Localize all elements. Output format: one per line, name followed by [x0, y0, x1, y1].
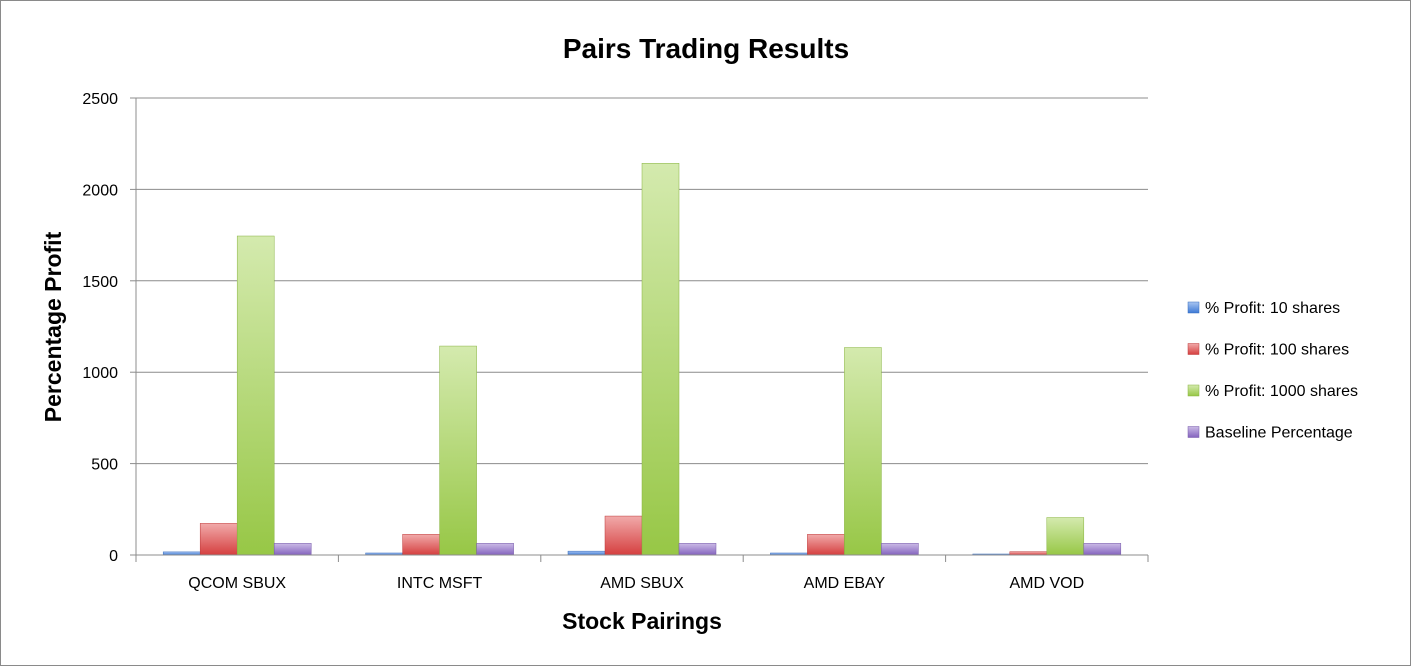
- y-tick-label: 1500: [82, 274, 118, 291]
- bar-3-3: [881, 543, 919, 556]
- bar-0-2: [567, 550, 606, 556]
- legend-label-3: Baseline Percentage: [1205, 425, 1353, 442]
- bar-3-1: [476, 543, 514, 556]
- x-axis-title: Stock Pairings: [562, 608, 722, 634]
- legend-label-1: % Profit: 100 shares: [1205, 342, 1349, 359]
- y-tick-label: 0: [109, 548, 118, 565]
- bar-3-2: [678, 543, 717, 556]
- legend: % Profit: 10 shares % Profit: 100 shares%…: [1187, 300, 1358, 442]
- x-tick-label: AMD VOD: [1009, 575, 1084, 592]
- bar-3-0: [273, 543, 312, 556]
- x-tick-label: AMD EBAY: [804, 575, 886, 592]
- y-tick-label: 500: [91, 457, 118, 474]
- legend-swatch-0: [1187, 301, 1200, 314]
- bar-2-3: [844, 347, 882, 556]
- legend-label-0: % Profit: 10 shares: [1205, 300, 1340, 317]
- legend-swatch-3: [1187, 426, 1200, 438]
- x-axis-ticks: QCOM SBUX INTC MSFT AMD SBUX AMD EBAY AMD VO…: [135, 555, 1149, 592]
- chart-title: Pairs Trading Results: [563, 33, 849, 64]
- legend-label-2: % Profit: 1000 shares: [1205, 383, 1358, 400]
- y-axis-ticks: 0 500 1000 1500 2000 2500: [82, 91, 136, 565]
- bar-2-2: [641, 163, 680, 556]
- legend-swatch-1: [1187, 343, 1200, 355]
- y-tick-label: 2000: [82, 182, 118, 199]
- bar-1-3: [807, 534, 845, 556]
- bar-2-4: [1046, 517, 1085, 556]
- x-tick-label: AMD SBUX: [600, 575, 684, 592]
- bar-1-2: [604, 515, 643, 556]
- y-tick-label: 1000: [82, 365, 118, 382]
- x-tick-label: INTC MSFT: [397, 575, 483, 592]
- bar-2-1: [439, 345, 477, 556]
- bar-3-4: [1083, 543, 1122, 556]
- y-tick-label: 2500: [82, 91, 118, 108]
- legend-swatch-2: [1187, 384, 1200, 397]
- bar-2-0: [236, 235, 275, 556]
- axes: [135, 98, 1148, 556]
- bar-1-0: [199, 523, 238, 556]
- bar-1-1: [402, 534, 440, 556]
- x-tick-label: QCOM SBUX: [188, 575, 286, 592]
- bars: [162, 163, 1122, 556]
- y-axis-title: Percentage Profit: [40, 231, 66, 422]
